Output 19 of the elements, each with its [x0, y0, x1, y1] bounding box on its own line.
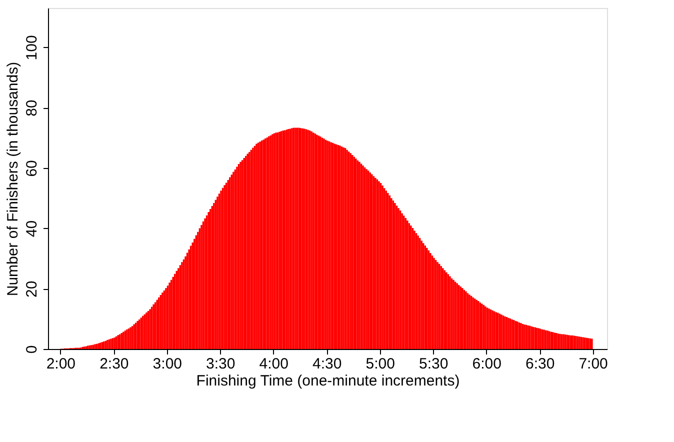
y-tick-label: 20 [24, 280, 40, 298]
x-tick-label: 4:30 [312, 356, 342, 372]
y-tick-label: 80 [24, 100, 40, 116]
x-tick-label: 4:00 [259, 356, 288, 372]
x-tick-label: 6:30 [525, 356, 555, 372]
y-axis-title: Number of Finishers (in thousands) [4, 62, 22, 296]
x-tick-label: 2:30 [100, 356, 129, 372]
x-tick-label: 6:00 [472, 356, 502, 372]
y-tick-label: 0 [24, 345, 40, 354]
x-tick-label: 7:00 [578, 356, 608, 372]
x-tick-label: 2:00 [46, 356, 76, 372]
x-tick-label: 3:00 [152, 356, 182, 372]
y-tick-label: 60 [24, 160, 40, 177]
y-tick-label: 40 [24, 220, 40, 238]
x-axis-title: Finishing Time (one-minute increments) [196, 372, 460, 390]
x-tick-label: 5:00 [366, 356, 395, 372]
x-tick-label: 5:30 [418, 356, 448, 372]
y-tick-label: 100 [24, 35, 40, 60]
x-tick-label: 3:30 [206, 356, 236, 372]
